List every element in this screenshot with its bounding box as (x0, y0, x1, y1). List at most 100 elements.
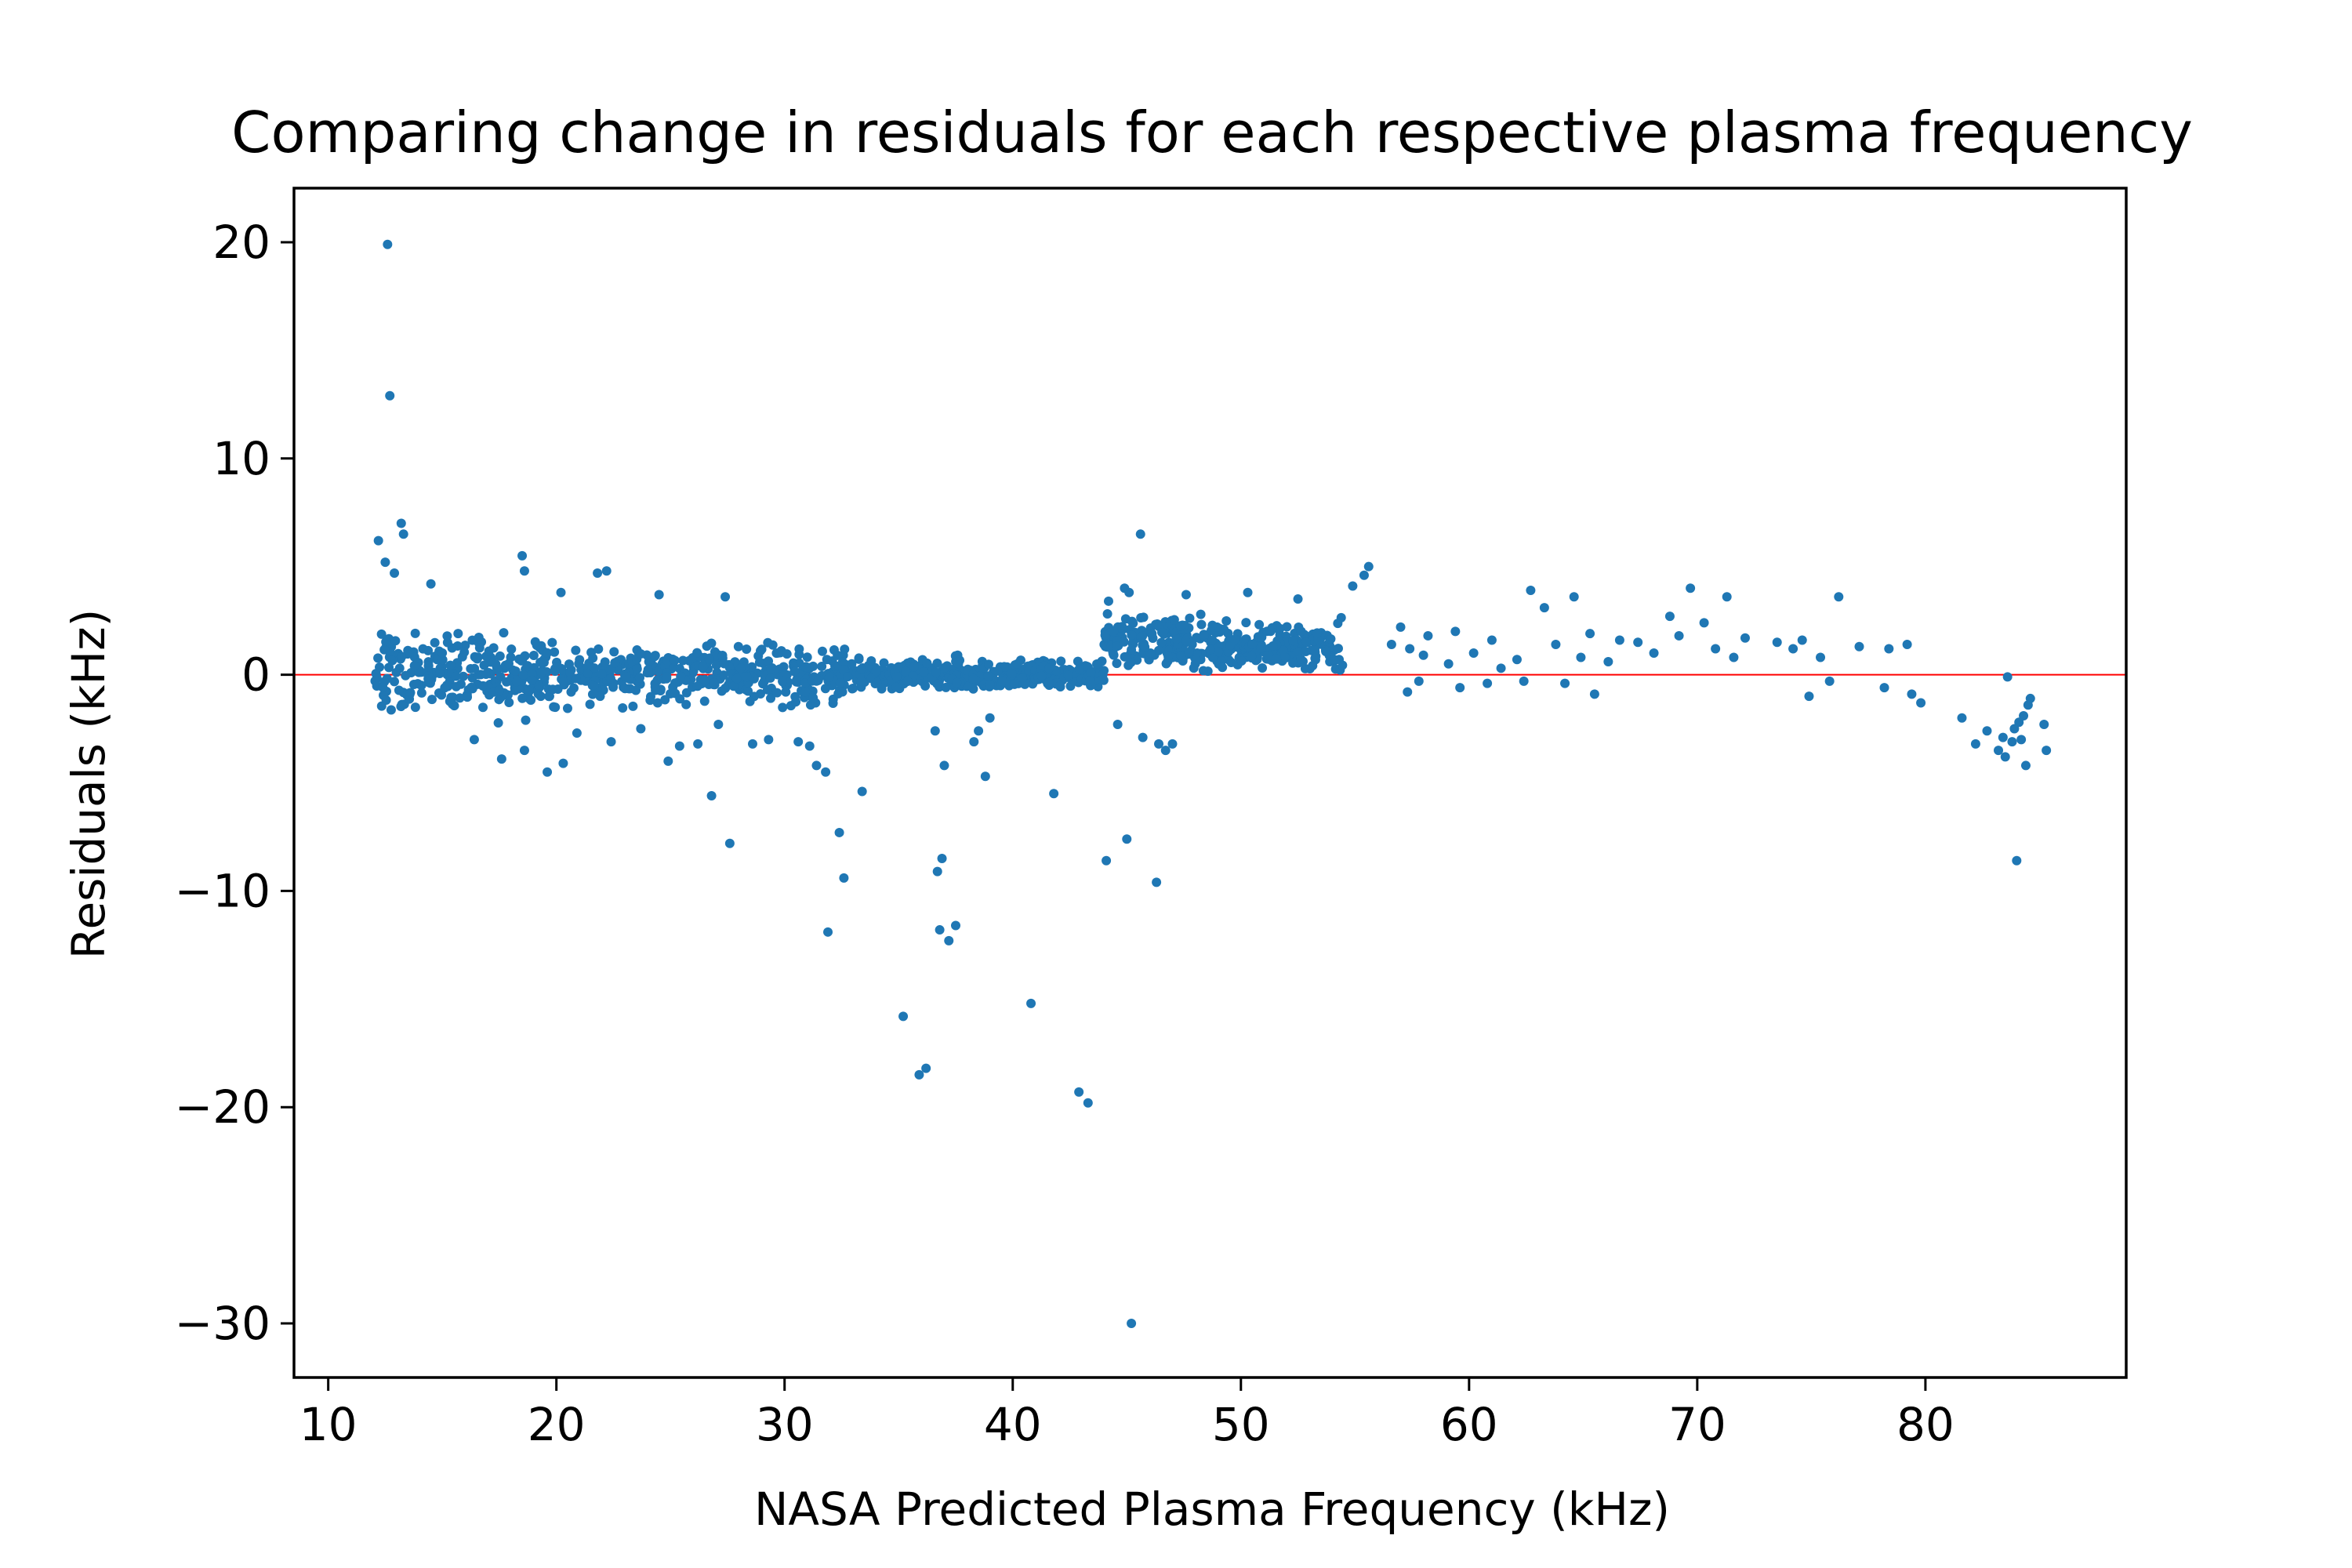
data-point (932, 659, 942, 668)
data-point (1560, 679, 1570, 688)
data-point (693, 681, 702, 691)
data-point (2007, 737, 2016, 746)
data-point (1221, 616, 1231, 626)
data-point (774, 648, 783, 658)
data-point (1998, 733, 2008, 742)
data-point (430, 638, 440, 648)
data-point (720, 592, 730, 601)
data-point (681, 700, 691, 710)
data-point (374, 536, 383, 546)
data-point (559, 677, 568, 687)
data-point (1329, 655, 1338, 664)
data-point (1258, 663, 1267, 673)
data-point (380, 557, 390, 567)
data-point (746, 697, 755, 706)
data-point (1247, 640, 1257, 649)
data-point (1074, 1087, 1083, 1097)
data-point (636, 724, 645, 734)
data-point (423, 674, 433, 684)
data-point (914, 1070, 924, 1080)
data-point (494, 718, 503, 728)
data-point (1423, 631, 1432, 641)
data-point (1199, 666, 1208, 675)
data-point (1189, 663, 1199, 673)
data-point (550, 666, 560, 676)
data-point (835, 828, 844, 837)
data-point (1338, 660, 1347, 670)
data-point (1257, 633, 1266, 642)
data-point (524, 687, 534, 696)
data-point (1227, 658, 1236, 667)
data-point (1337, 613, 1346, 622)
data-point (1590, 689, 1599, 699)
data-point (1804, 691, 1813, 701)
data-point (1348, 582, 1357, 591)
data-point (417, 688, 426, 698)
data-point (858, 787, 867, 797)
data-point (935, 925, 945, 935)
data-point (814, 676, 823, 685)
data-point (499, 628, 508, 637)
data-point (1322, 647, 1331, 656)
data-point (801, 662, 811, 671)
data-point (675, 742, 684, 751)
y-tick-label: 10 (212, 432, 270, 485)
data-point (504, 659, 514, 668)
data-point (526, 695, 535, 705)
data-point (1055, 681, 1065, 691)
data-point (1675, 631, 1684, 641)
data-point (1154, 739, 1163, 749)
data-point (1163, 652, 1173, 661)
data-point (378, 683, 387, 692)
data-point (1243, 588, 1253, 597)
data-point (1570, 592, 1579, 601)
data-point (506, 644, 516, 654)
data-point (1112, 659, 1121, 668)
data-point (1686, 583, 1695, 593)
data-point (1138, 733, 1148, 742)
data-point (922, 659, 931, 668)
data-point (1497, 663, 1506, 673)
data-point (1971, 739, 1980, 749)
data-point (1266, 626, 1276, 636)
chart-title: Comparing change in residuals for each r… (231, 100, 2193, 165)
data-point (1192, 655, 1201, 664)
data-point (1122, 834, 1131, 844)
data-point (662, 672, 671, 681)
data-point (1957, 713, 1966, 723)
data-point (871, 666, 880, 676)
data-point (1615, 635, 1624, 644)
data-point (590, 663, 599, 673)
data-point (734, 642, 743, 652)
data-point (543, 768, 552, 777)
data-point (985, 713, 995, 723)
data-point (748, 739, 757, 749)
data-point (466, 683, 476, 692)
data-point (1312, 628, 1322, 637)
data-point (427, 695, 437, 704)
data-point (569, 684, 579, 693)
data-point (1230, 635, 1240, 644)
data-point (942, 683, 951, 692)
data-point (1127, 1319, 1136, 1328)
data-point (1127, 630, 1136, 640)
data-point (1519, 677, 1529, 686)
data-point (2026, 694, 2035, 703)
data-point (491, 659, 500, 669)
data-point (1816, 653, 1825, 662)
data-point (1140, 642, 1149, 652)
data-point (379, 645, 389, 655)
data-point (800, 687, 810, 696)
data-point (742, 672, 751, 681)
data-point (821, 768, 830, 777)
data-point (938, 854, 947, 863)
data-point (1297, 626, 1306, 636)
data-point (1007, 669, 1017, 678)
data-point (1419, 651, 1428, 660)
data-point (2019, 711, 2028, 720)
data-point (732, 674, 742, 684)
data-point (1075, 665, 1084, 674)
data-point (823, 927, 833, 937)
data-point (520, 566, 529, 575)
data-point (384, 662, 394, 672)
